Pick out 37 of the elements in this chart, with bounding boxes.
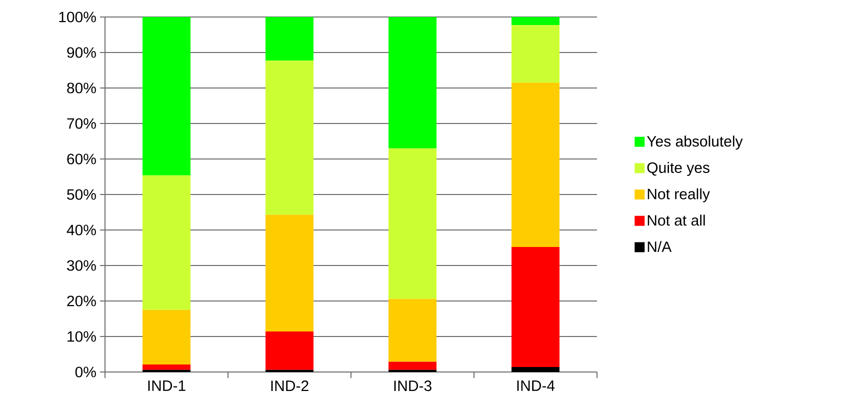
bar <box>142 310 190 365</box>
legend-label: Not at all <box>648 214 705 226</box>
bar <box>388 298 437 362</box>
y-tick-label: 0% <box>75 366 96 378</box>
bar <box>388 362 437 370</box>
legend-label: Yes absolutely <box>646 136 743 150</box>
bar <box>266 332 314 370</box>
bar <box>266 16 314 61</box>
y-tick-label: 30% <box>67 260 96 271</box>
bar <box>512 25 560 83</box>
bar <box>512 82 560 248</box>
legend-label: Quite yes <box>647 162 710 176</box>
legend-label: Not really <box>648 188 710 202</box>
bar <box>512 16 560 26</box>
legend-label: N/A <box>648 241 672 252</box>
x-tick-label: IND-4 <box>517 380 555 391</box>
y-tick-label: 80% <box>67 82 96 94</box>
bar <box>512 247 560 368</box>
bar <box>512 367 560 372</box>
x-tick-label: IND-1 <box>148 380 186 391</box>
y-tick-label: 50% <box>67 189 96 200</box>
bar <box>266 60 314 215</box>
x-tick-label: IND-2 <box>271 380 308 391</box>
y-tick-label: 20% <box>67 296 96 306</box>
bar <box>142 16 190 176</box>
bar <box>142 175 190 310</box>
bar <box>142 364 190 370</box>
y-tick-label: 40% <box>66 224 96 236</box>
y-tick-label: 70% <box>67 118 96 129</box>
bar <box>388 148 437 299</box>
bar <box>266 214 314 332</box>
y-tick-label: 100% <box>59 12 96 22</box>
x-tick-label: IND-3 <box>394 380 432 392</box>
y-tick-label: 90% <box>67 47 96 58</box>
y-tick-label: 60% <box>67 154 96 164</box>
y-tick-label: 10% <box>68 331 96 342</box>
bar <box>388 16 437 148</box>
